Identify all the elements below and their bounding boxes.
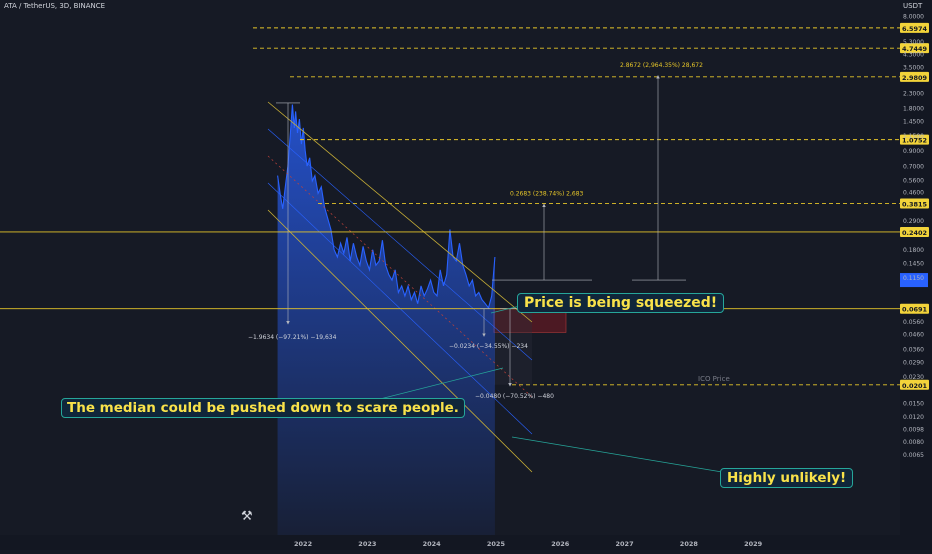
- level-tag-4.7449: [900, 43, 929, 54]
- projection-zone: [494, 308, 532, 385]
- callout-median: The median could be pushed down to scare…: [61, 398, 465, 418]
- y-tick-label: 1.8000: [903, 105, 924, 112]
- y-tick-label: 5.3000: [903, 39, 924, 46]
- x-tick-label: 2022: [294, 540, 312, 548]
- x-tick-label: 2029: [744, 540, 763, 548]
- y-tick-label: 0.4600: [903, 189, 924, 196]
- measure-label: −0.0480 (−70.52%) −480: [475, 393, 554, 400]
- y-tick-label: 1.1500: [903, 133, 924, 140]
- y-tick-label: 0.7000: [903, 164, 924, 171]
- level-tag-6.5974: [900, 22, 929, 33]
- y-tick-label: 0.0120: [903, 414, 924, 421]
- level-tag-0.0201: [900, 379, 929, 390]
- level-tag-label: 0.3815: [902, 200, 928, 208]
- level-tag-label: 1.0752: [902, 137, 927, 145]
- y-tick-label: 4.3000: [903, 52, 924, 59]
- measure-label: 0.2683 (238.74%) 2,683: [510, 190, 584, 197]
- level-tag-label: 6.5974: [902, 25, 928, 33]
- level-tag-0.2402: [900, 226, 929, 237]
- y-tick-label: 0.0080: [903, 439, 924, 446]
- level-tag-0.3815: [900, 198, 929, 209]
- x-tick-label: 2026: [551, 540, 570, 548]
- last-price-marker: [900, 273, 928, 288]
- y-tick-label: 0.0230: [903, 374, 924, 381]
- measure-label: 2.8672 (2,964.35%) 28,672: [620, 62, 703, 69]
- y-tick-label: 0.0360: [903, 346, 924, 353]
- y-tick-label: 0.1800: [903, 247, 924, 254]
- x-tick-label: 2028: [680, 540, 699, 548]
- y-tick-label: 0.2900: [903, 218, 924, 225]
- tradingview-logo-icon[interactable]: ⚒: [241, 509, 253, 524]
- y-tick-label: 0.1150: [903, 275, 924, 282]
- y-tick-label: 0.0098: [903, 427, 924, 434]
- level-tag-label: 2.9809: [902, 74, 928, 82]
- x-tick-label: 2024: [423, 540, 442, 548]
- channel-inner-upper-line: [267, 128, 533, 361]
- callout-unlikely: Highly unlikely!: [720, 468, 854, 488]
- channel-lower-line: [267, 209, 533, 473]
- measure-label: −1.9634 (−97.21%) −19,634: [248, 334, 337, 341]
- level-tag-label: 4.7449: [902, 45, 928, 53]
- y-tick-label: 8.0000: [903, 14, 924, 21]
- level-tag-label: 0.0691: [902, 306, 928, 314]
- symbol-title: ATA / TetherUS, 3D, BINANCE: [4, 2, 106, 10]
- callout-pointer-unlikely: [511, 436, 723, 473]
- time-axis-background: [0, 535, 900, 550]
- x-tick-label: 2023: [358, 540, 376, 548]
- y-tick-label: 0.0460: [903, 331, 924, 338]
- level-tag-label: 0.2402: [902, 229, 927, 237]
- y-tick-label: 0.0290: [903, 360, 924, 367]
- y-tick-label: 0.0560: [903, 319, 924, 326]
- y-tick-label: 2.3000: [903, 90, 924, 97]
- price-area: [277, 104, 495, 535]
- callout-squeezed: Price is being squeezed!: [517, 293, 725, 313]
- y-tick-label: 0.0065: [903, 452, 924, 459]
- y-tick-label: 0.9000: [903, 148, 924, 155]
- level-tag-2.9809: [900, 71, 929, 82]
- y-tick-label: 1.4500: [903, 119, 924, 126]
- level-tag-label: 0.0201: [902, 382, 928, 390]
- y-tick-label: 3.5000: [903, 64, 924, 71]
- y-tick-label: 0.5600: [903, 177, 924, 184]
- measure-label: −0.0234 (−34.55%) −234: [449, 343, 528, 350]
- level-tag-1.0752: [900, 134, 929, 145]
- currency-label[interactable]: USDT: [903, 2, 923, 10]
- channel-upper-line: [267, 101, 533, 323]
- x-tick-label: 2025: [487, 540, 506, 548]
- x-tick-label: 2027: [616, 540, 634, 548]
- y-tick-label: 0.0150: [903, 400, 924, 407]
- level-tag-0.0691: [900, 303, 929, 314]
- callout-pointer-squeezed: [490, 305, 521, 314]
- ico-price-label: ICO Price: [698, 375, 730, 383]
- y-tick-label: 0.1450: [903, 261, 924, 268]
